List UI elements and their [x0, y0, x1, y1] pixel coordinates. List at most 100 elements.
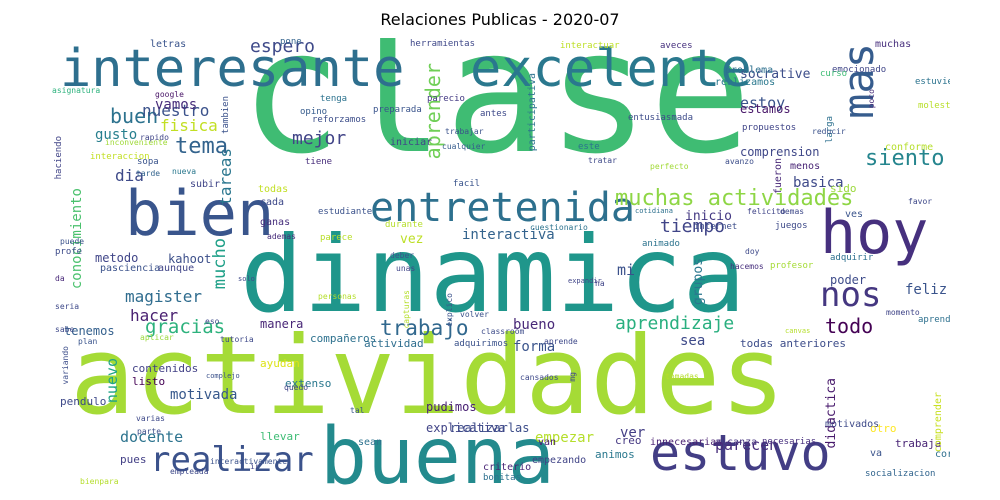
word: tarde — [136, 169, 161, 178]
word: conforme — [885, 142, 934, 153]
word: motivados — [825, 419, 880, 430]
word: animado — [642, 239, 680, 249]
word: inicio — [685, 209, 732, 224]
word: facil — [453, 179, 481, 189]
word: letras — [150, 39, 187, 50]
word: nuestro — [142, 101, 210, 120]
word: magister — [125, 287, 203, 306]
word: empleada — [170, 467, 209, 476]
word: tareas — [216, 148, 235, 206]
word: complejo — [206, 372, 240, 380]
word: expandir — [568, 277, 602, 285]
word: canvas — [785, 327, 811, 335]
word: creo — [615, 434, 642, 447]
word: tal — [350, 406, 365, 415]
word: sopa — [137, 157, 159, 167]
word: criterio — [483, 462, 532, 473]
word: tenga — [320, 94, 348, 104]
word: problema — [725, 65, 774, 76]
word: interactivamente — [210, 457, 288, 466]
word: aprendizaje — [615, 313, 735, 334]
word: mg — [568, 372, 577, 382]
word: sido — [830, 182, 857, 195]
word: mejor — [292, 128, 347, 149]
word: hacer — [130, 306, 179, 325]
word: aprende — [544, 337, 578, 346]
word: comprension — [740, 145, 820, 159]
word: hacemos — [730, 262, 764, 271]
word: tema — [175, 134, 228, 159]
word: feliz — [905, 282, 948, 298]
word: va — [870, 448, 883, 459]
word: subir — [190, 179, 221, 190]
word: siento — [865, 146, 945, 171]
word: espero — [250, 38, 316, 57]
word: mi — [617, 261, 636, 279]
word: empezando — [532, 455, 587, 466]
word: entretenida — [370, 185, 635, 231]
word: pasciencia — [100, 263, 161, 274]
word: ganas — [260, 217, 291, 228]
word: dia — [115, 166, 144, 185]
word: sea — [680, 333, 706, 349]
word: sean — [358, 437, 383, 448]
word: explico — [445, 293, 454, 327]
word: todo — [825, 314, 874, 338]
word: tratar — [588, 156, 617, 165]
word: profe — [55, 247, 83, 257]
word: ir — [250, 462, 260, 471]
word: bienpara — [80, 477, 119, 486]
word: didactica — [824, 378, 839, 449]
word: sabe — [55, 325, 75, 334]
word: muchas actividades — [615, 186, 854, 211]
word: asignatura — [52, 86, 101, 95]
word: otro — [870, 422, 897, 435]
word: ayudan — [260, 357, 300, 370]
word: aveces — [660, 41, 693, 51]
word: grupos — [691, 258, 706, 305]
word: realizar — [150, 440, 314, 480]
word: ha — [595, 279, 605, 288]
word: volver — [460, 310, 489, 319]
word: rapido — [140, 133, 169, 142]
word: opino — [300, 107, 328, 117]
word: correctas — [935, 449, 950, 460]
word: alcanza — [715, 437, 758, 448]
word: internet — [694, 222, 738, 232]
word: herramientas — [410, 39, 476, 49]
word: deber — [390, 251, 415, 260]
word: profesor — [770, 261, 814, 271]
word: tiempo — [660, 216, 726, 237]
word: poco — [867, 89, 876, 109]
word: clase — [240, 38, 752, 192]
word: forma — [513, 339, 556, 355]
word: compañeros — [310, 332, 377, 345]
word: empezar — [535, 430, 595, 446]
word: explicativa — [426, 421, 506, 435]
word: juegos — [775, 221, 808, 231]
word: vez — [400, 232, 424, 247]
word: doy — [745, 247, 760, 256]
word: parte — [137, 427, 162, 436]
word: parecio — [427, 94, 465, 104]
word: comprender — [933, 392, 944, 453]
word: unas — [396, 264, 416, 273]
word: solo — [238, 275, 255, 283]
word: trabajar — [445, 127, 484, 136]
word: reducir — [812, 127, 846, 136]
word: iniciar — [390, 137, 433, 148]
word: buena — [320, 412, 555, 488]
word: mucho — [210, 238, 230, 290]
word: fueron — [773, 158, 784, 195]
word: puede — [60, 237, 85, 246]
word: estudiante — [318, 207, 373, 217]
word: aplicar — [140, 333, 174, 342]
word: entusiasmada — [628, 113, 694, 123]
word: reforzamos — [312, 115, 367, 125]
word: interactiva — [462, 227, 555, 243]
word: estuvo — [650, 424, 831, 482]
word: trabaja — [895, 437, 942, 450]
word: google — [155, 90, 184, 99]
word: emocionado — [832, 65, 887, 75]
word: propuestos — [742, 123, 797, 133]
